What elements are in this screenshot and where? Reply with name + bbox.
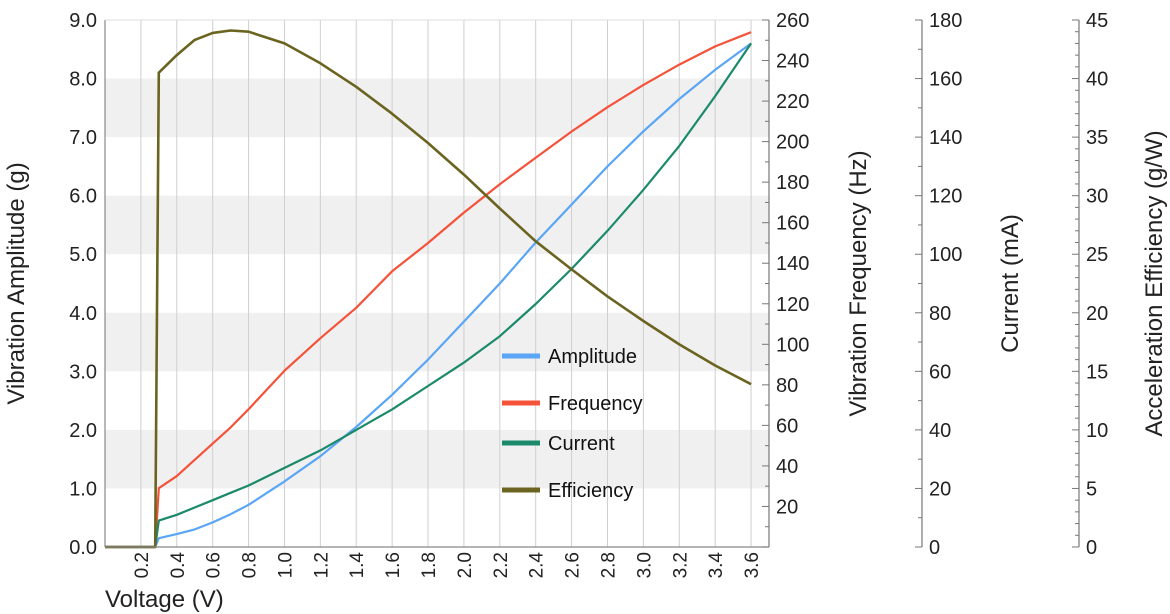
y-left-tick-label: 1.0 xyxy=(69,478,97,500)
freq-tick-label: 200 xyxy=(776,132,809,154)
x-tick-label: 0.4 xyxy=(168,552,189,579)
grid-band xyxy=(105,78,769,138)
y-left-tick-label: 7.0 xyxy=(69,127,97,149)
series-line-amplitude xyxy=(105,42,752,549)
cur-tick-label: 140 xyxy=(929,127,962,149)
freq-tick-label: 140 xyxy=(776,253,809,275)
series-line-efficiency xyxy=(105,29,752,549)
x-tick-label: 3.6 xyxy=(742,552,763,578)
y-left-tick-label: 6.0 xyxy=(69,186,97,208)
x-axis-title: Voltage (V) xyxy=(105,586,224,613)
eff-tick-label: 40 xyxy=(1086,69,1108,91)
cur-tick-label: 60 xyxy=(929,361,951,383)
freq-tick-label: 100 xyxy=(776,334,809,356)
y-left-tick-label: 8.0 xyxy=(69,69,97,91)
eff-tick-label: 20 xyxy=(1086,303,1108,325)
x-tick-label: 1.4 xyxy=(347,552,368,579)
y-left-tick-label: 5.0 xyxy=(69,244,97,266)
x-tick-label: 2.4 xyxy=(527,552,548,579)
legend-label: Efficiency xyxy=(548,480,633,502)
freq-tick-label: 120 xyxy=(776,294,809,316)
freq-tick-label: 40 xyxy=(776,456,798,478)
freq-tick-label: 80 xyxy=(776,375,798,397)
freq-tick-label: 240 xyxy=(776,51,809,73)
grid-band xyxy=(105,195,769,255)
freq-tick-label: 180 xyxy=(776,172,809,194)
x-tick-label: 1.2 xyxy=(311,552,332,578)
y-left-tick-label: 0.0 xyxy=(69,537,97,559)
y-left-tick-label: 4.0 xyxy=(69,303,97,325)
eff-tick-label: 30 xyxy=(1086,186,1108,208)
freq-tick-label: 260 xyxy=(776,10,809,32)
eff-tick-label: 10 xyxy=(1086,420,1108,442)
y-left-axis-title: Vibration Amplitude (g) xyxy=(3,162,30,404)
freq-axis-title: Vibration Frequency (Hz) xyxy=(845,150,872,416)
y-left-tick-label: 9.0 xyxy=(69,10,97,32)
series-lines xyxy=(105,29,753,549)
x-tick-label: 3.2 xyxy=(670,552,691,578)
background-bands xyxy=(105,78,769,489)
x-tick-label: 2.0 xyxy=(455,552,476,578)
cur-tick-label: 120 xyxy=(929,186,962,208)
x-tick-label: 3.0 xyxy=(634,552,655,578)
cur-tick-label: 80 xyxy=(929,303,951,325)
eff-tick-label: 0 xyxy=(1086,537,1097,559)
x-tick-label: 1.8 xyxy=(419,552,440,578)
eff-tick-label: 35 xyxy=(1086,127,1108,149)
x-tick-label: 1.6 xyxy=(383,552,404,578)
legend-label: Frequency xyxy=(548,393,643,415)
freq-tick-label: 60 xyxy=(776,415,798,437)
cur-tick-label: 180 xyxy=(929,10,962,32)
x-tick-label: 0.2 xyxy=(132,552,153,578)
x-tick-label: 0.6 xyxy=(204,552,225,578)
eff-tick-label: 25 xyxy=(1086,244,1108,266)
cur-tick-label: 100 xyxy=(929,244,962,266)
cur-tick-label: 160 xyxy=(929,69,962,91)
freq-tick-label: 160 xyxy=(776,213,809,235)
eff-tick-label: 45 xyxy=(1086,10,1108,32)
eff-axis-title: Acceleration Efficiency (g/W) xyxy=(1141,130,1168,436)
grid-band xyxy=(105,312,769,372)
eff-tick-label: 15 xyxy=(1086,361,1108,383)
cur-tick-label: 20 xyxy=(929,478,951,500)
x-tick-label: 1.0 xyxy=(275,552,296,578)
series-line-current xyxy=(105,42,753,549)
cur-tick-label: 40 xyxy=(929,420,951,442)
series-line-frequency xyxy=(105,31,752,549)
x-tick-label: 3.4 xyxy=(706,552,727,579)
x-tick-label: 2.8 xyxy=(598,552,619,578)
y-left-tick-label: 3.0 xyxy=(69,361,97,383)
x-tick-label: 2.6 xyxy=(563,552,584,578)
freq-tick-label: 220 xyxy=(776,91,809,113)
x-tick-label: 0.8 xyxy=(240,552,261,578)
legend-label: Current xyxy=(548,433,615,455)
y-left-tick-label: 2.0 xyxy=(69,420,97,442)
cur-tick-label: 0 xyxy=(929,537,940,559)
eff-tick-label: 5 xyxy=(1086,478,1097,500)
legend: Amplitude Frequency Current Efficiency xyxy=(502,346,643,502)
cur-axis-title: Current (mA) xyxy=(997,214,1024,353)
grid-band xyxy=(105,429,769,489)
legend-label: Amplitude xyxy=(548,346,637,368)
freq-tick-label: 20 xyxy=(776,496,798,518)
axes: 0.2 0.4 0.6 0.8 1.0 1.2 1.4 1.6 1.8 2.0 2.2 2.4 2.6 2… xyxy=(3,10,1168,578)
x-tick-label: 2.2 xyxy=(491,552,512,578)
